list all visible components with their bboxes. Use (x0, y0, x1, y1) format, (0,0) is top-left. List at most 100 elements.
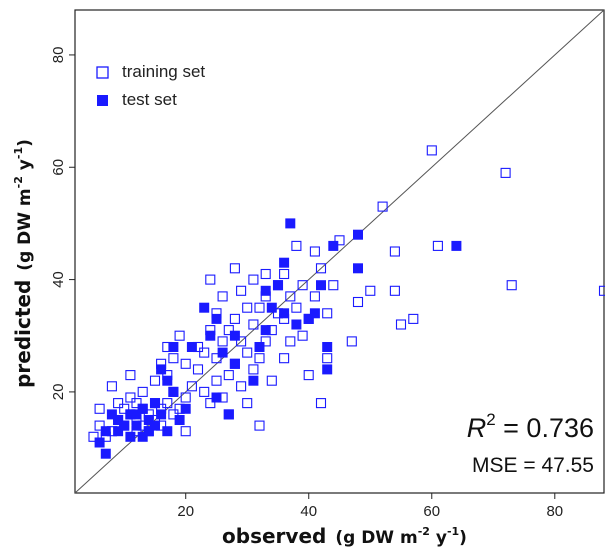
test-set-point (162, 426, 173, 437)
training-set-point (223, 325, 234, 336)
training-set-point (211, 375, 222, 386)
training-set-point (408, 313, 419, 324)
test-set-point (156, 364, 167, 375)
training-set-point (377, 201, 388, 212)
test-set-point (137, 431, 148, 442)
mse-annotation: MSE = 47.55 (472, 454, 594, 477)
x-label-end: ) (459, 528, 467, 548)
test-set-point (266, 302, 277, 313)
test-set-point (131, 409, 142, 420)
test-set-point (309, 308, 320, 319)
y-label-sup1: -2 (12, 176, 25, 188)
training-set-point (162, 398, 173, 409)
test-set-point (199, 302, 210, 313)
training-set-point (113, 398, 124, 409)
y-label-mid: y (15, 159, 35, 176)
legend-marker-training-set (96, 66, 109, 79)
training-set-point (291, 302, 302, 313)
test-set-point (156, 409, 167, 420)
training-set-point (94, 403, 105, 414)
training-set-point (334, 235, 345, 246)
x-tick-label: 20 (177, 503, 194, 520)
training-set-point (205, 398, 216, 409)
test-set-point (248, 375, 259, 386)
training-set-point (223, 370, 234, 381)
training-set-point (180, 392, 191, 403)
training-set-point (248, 364, 259, 375)
training-set-point (279, 268, 290, 280)
x-tick-label: 60 (423, 503, 440, 520)
y-tick-label: 80 (50, 47, 67, 64)
training-set-point (352, 296, 364, 308)
test-set-point (273, 280, 283, 291)
training-set-point (94, 420, 105, 431)
test-set-point (125, 431, 136, 442)
test-set-point (285, 218, 296, 229)
y-label-sup2: -1 (12, 147, 25, 159)
test-set-point (119, 420, 130, 431)
training-set-point (395, 319, 407, 330)
x-label-sup1: -2 (418, 525, 430, 538)
test-set-point (328, 240, 339, 251)
training-set-point (315, 398, 327, 409)
test-set-point (229, 330, 240, 341)
training-set-point (254, 420, 265, 431)
training-set-point (192, 364, 204, 375)
training-set-point (248, 319, 259, 330)
training-set-point (125, 392, 136, 403)
test-set-point (100, 426, 111, 437)
training-set-point (119, 403, 130, 414)
test-set-point (303, 313, 314, 324)
training-set-point (285, 291, 296, 302)
training-set-point (260, 268, 271, 280)
training-set-point (229, 263, 240, 274)
test-set-point (168, 342, 179, 352)
x-label-mid: y (430, 528, 447, 548)
y-axis-label: predicted (g DW m-2 y-1) (11, 139, 35, 388)
test-set-point (162, 375, 173, 386)
training-set-point (254, 302, 265, 313)
training-set-point (236, 381, 247, 392)
x-tick-label: 40 (300, 503, 317, 520)
training-set-point (236, 285, 247, 296)
training-set-point (291, 240, 302, 251)
x-axis-ticks: 20 40 60 80 (177, 493, 563, 520)
test-set-point (150, 420, 160, 431)
legend-label-training-set: training set (122, 62, 205, 81)
training-set-point (598, 285, 605, 296)
y-tick-label: 60 (50, 159, 67, 176)
plot-area (74, 9, 605, 494)
training-set-point (242, 398, 253, 409)
r-squared-annotation: R2 = 0.736 (467, 410, 594, 443)
training-set-point (297, 280, 308, 291)
training-set-point (199, 347, 210, 358)
training-set-point (248, 274, 259, 285)
test-set-point (100, 448, 111, 459)
training-set-point (205, 274, 216, 285)
training-set-point (217, 291, 228, 302)
r2-value: = 0.736 (496, 413, 594, 443)
points-layer (88, 145, 605, 459)
test-set-point (106, 409, 117, 420)
x-label-unit: (g DW m (335, 528, 417, 548)
test-set-point (322, 364, 333, 375)
training-set-point (285, 336, 296, 347)
x-label-sup2: -1 (447, 525, 459, 538)
test-set-point (211, 313, 222, 324)
training-set-point (426, 145, 437, 156)
test-set-point (211, 392, 222, 403)
training-set-point (389, 246, 400, 257)
y-tick-label: 20 (50, 384, 67, 401)
legend: training set test set (96, 62, 205, 109)
training-set-point (303, 370, 314, 381)
test-set-point (260, 285, 271, 296)
training-set-point (211, 353, 222, 364)
test-set-point (451, 240, 462, 251)
test-set-point (223, 409, 234, 420)
test-set-point (137, 403, 148, 414)
training-set-point (506, 280, 517, 291)
training-set-point (168, 409, 179, 420)
training-set-point (88, 431, 99, 442)
training-set-point (432, 240, 443, 251)
